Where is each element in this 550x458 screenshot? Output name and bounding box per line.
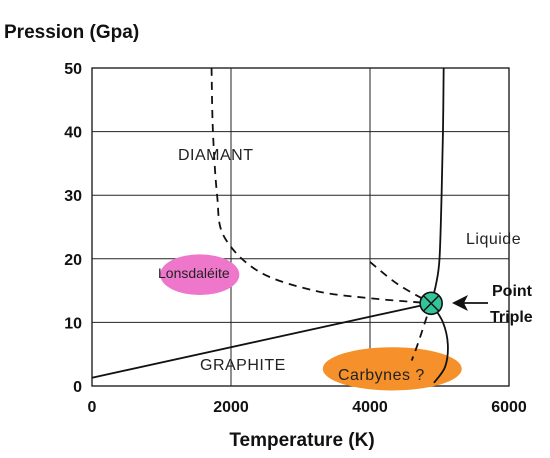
x-tick-label: 0: [88, 399, 97, 416]
triple-point: [419, 291, 443, 316]
region-label-diamant: DIAMANT: [178, 147, 254, 164]
region-ellipse: [322, 347, 462, 391]
metastable-boundary-line: [369, 261, 432, 305]
phase-boundary-line: [91, 302, 432, 379]
y-tick-label: 10: [64, 315, 82, 332]
y-tick-label: 40: [64, 125, 82, 142]
x-tick-label: 6000: [491, 399, 527, 416]
x-tick-label: 4000: [352, 399, 388, 416]
y-tick-label: 0: [73, 379, 82, 396]
metastable-boundary-line: [210, 67, 432, 305]
phase-boundary-line: [430, 67, 445, 304]
plot-frame: [91, 67, 510, 387]
triple-point-arrow: [452, 295, 488, 311]
triple-point-label-line1: Point: [492, 283, 533, 300]
tick-labels: 0 10 20 30 40 50 0 2000 4000 6000: [64, 61, 527, 416]
metastable-boundary-line: [410, 303, 433, 361]
y-axis-title: Pression (Gpa): [4, 22, 139, 43]
phase-boundaries: [91, 67, 449, 384]
triple-point-label-line2: Triple: [490, 309, 533, 326]
y-tick-label: 30: [64, 188, 82, 205]
x-axis-title: Temperature (K): [229, 430, 374, 451]
region-label-lonsdaleite: Lonsdaléite: [158, 265, 230, 281]
region-label-graphite: GRAPHITE: [200, 357, 286, 374]
region-label-carbynes: Carbynes ?: [338, 367, 425, 384]
phase-boundary-line: [430, 302, 449, 384]
region-ellipses: [160, 254, 462, 391]
region-label-liquide: Liquide: [466, 231, 521, 248]
x-tick-label: 2000: [213, 399, 249, 416]
region-ellipse: [160, 254, 240, 296]
y-tick-label: 50: [64, 61, 82, 78]
triple-point-hatch: [422, 294, 440, 312]
y-tick-label: 20: [64, 252, 82, 269]
